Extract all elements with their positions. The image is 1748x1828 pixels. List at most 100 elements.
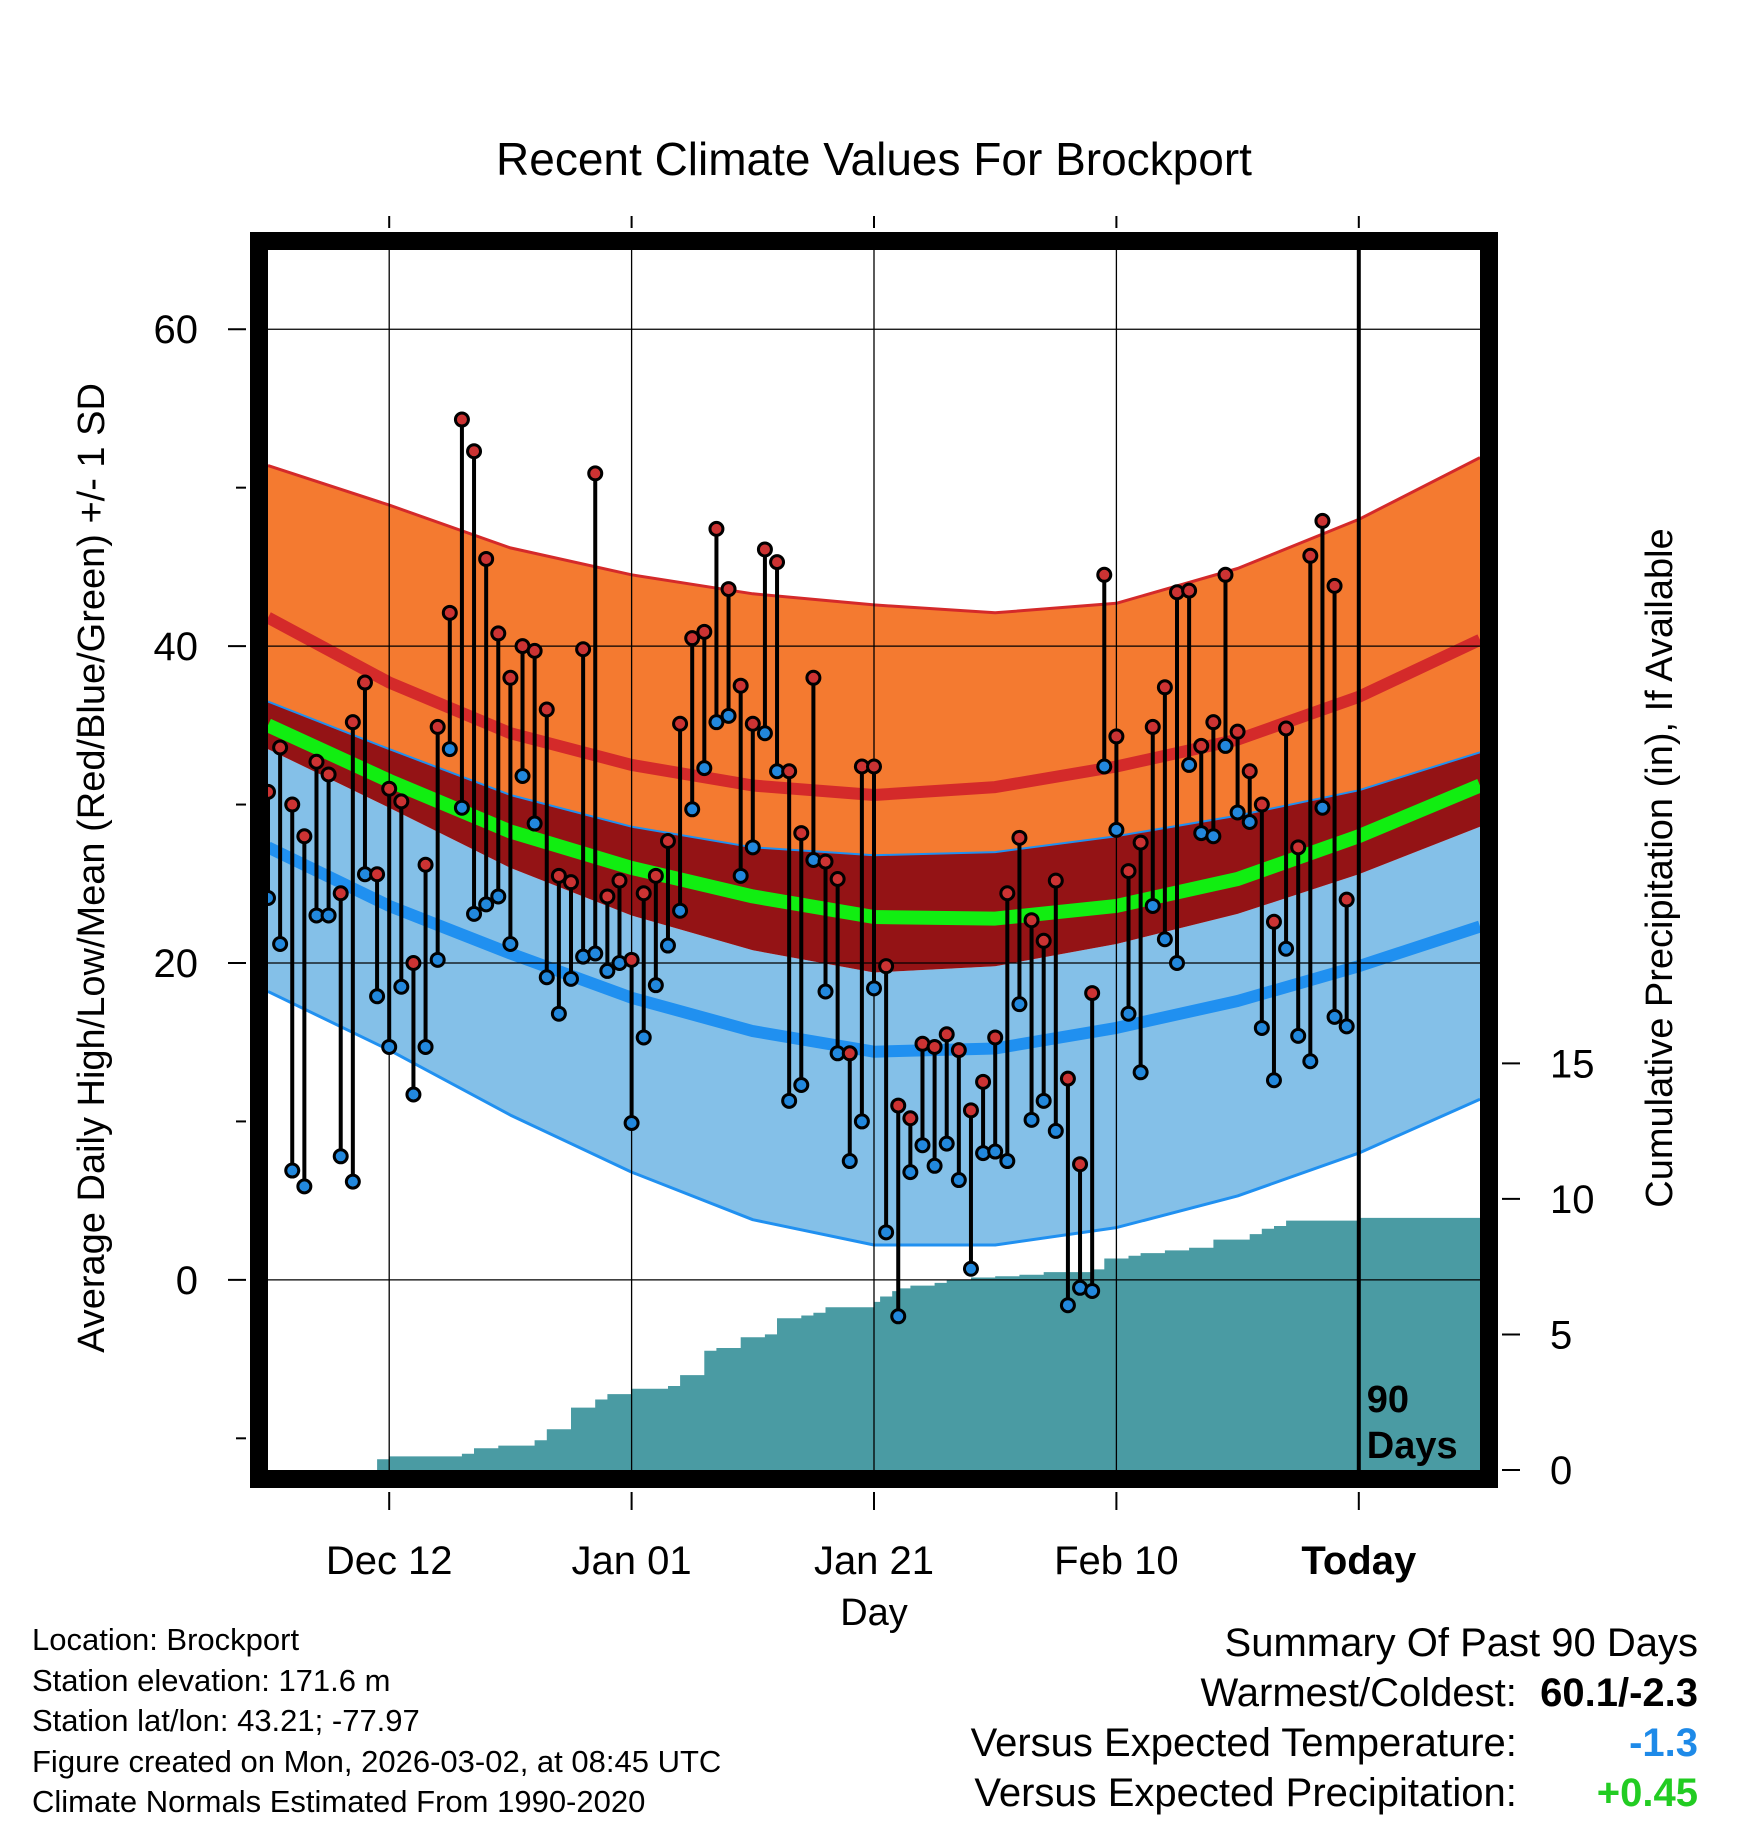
daily-high-point — [1059, 1070, 1076, 1087]
daily-high-point — [938, 1026, 955, 1043]
daily-low-point — [1084, 1282, 1101, 1299]
daily-high-point — [1120, 863, 1137, 880]
daily-high-point — [1193, 737, 1210, 754]
daily-high-point — [805, 669, 822, 686]
daily-high-point — [272, 739, 289, 756]
daily-high-point — [708, 520, 725, 537]
precip-label: Versus Expected Precipitation: — [974, 1771, 1517, 1815]
daily-low-point — [684, 801, 701, 818]
daily-high-point — [1156, 679, 1173, 696]
station-info: Location: Brockport Station elevation: 1… — [32, 1620, 721, 1823]
daily-low-point — [1120, 1005, 1137, 1022]
daily-low-point — [296, 1178, 313, 1195]
y2-tick-label: 5 — [1550, 1313, 1572, 1357]
daily-high-point — [526, 642, 543, 659]
daily-high-point — [1144, 718, 1161, 735]
daily-low-point — [781, 1092, 798, 1109]
daily-high-point — [429, 718, 446, 735]
daily-high-point — [1084, 985, 1101, 1002]
daily-high-point — [1290, 839, 1307, 856]
location-text: Location: Brockport — [32, 1622, 300, 1657]
daily-high-point — [332, 885, 349, 902]
daily-high-point — [1047, 872, 1064, 889]
daily-high-point — [268, 783, 276, 800]
precip-value: +0.45 — [1596, 1771, 1698, 1815]
daily-high-point — [841, 1045, 858, 1062]
x-tick-label: Jan 01 — [572, 1539, 692, 1583]
today-label-line: Days — [1367, 1425, 1458, 1467]
daily-high-point — [769, 554, 786, 571]
daily-low-point — [1011, 996, 1028, 1013]
y-tick-label: 0 — [176, 1259, 198, 1303]
daily-high-point — [878, 958, 895, 975]
daily-low-point — [962, 1260, 979, 1277]
daily-high-point — [308, 753, 325, 770]
daily-low-point — [1338, 1018, 1355, 1035]
daily-low-point — [1156, 931, 1173, 948]
daily-high-point — [999, 885, 1016, 902]
daily-low-point — [490, 888, 507, 905]
daily-high-point — [320, 766, 337, 783]
y-tick-label: 40 — [154, 625, 199, 669]
daily-high-point — [405, 954, 422, 971]
daily-low-point — [744, 839, 761, 856]
daily-high-point — [781, 763, 798, 780]
daily-low-point — [720, 707, 737, 724]
daily-high-point — [381, 780, 398, 797]
daily-high-point — [720, 581, 737, 598]
daily-low-point — [466, 905, 483, 922]
daily-low-point — [332, 1148, 349, 1165]
daily-low-point — [514, 768, 531, 785]
daily-low-point — [1253, 1019, 1270, 1036]
daily-high-point — [659, 832, 676, 849]
daily-low-point — [902, 1164, 919, 1181]
daily-low-point — [284, 1162, 301, 1179]
summary-heading: Summary Of Past 90 Days — [1224, 1621, 1698, 1665]
y-tick-label: 60 — [154, 308, 199, 352]
daily-low-point — [1132, 1064, 1149, 1081]
daily-high-point — [284, 796, 301, 813]
daily-high-point — [1302, 547, 1319, 564]
daily-high-point — [1205, 714, 1222, 731]
y-tick-label: 20 — [154, 942, 199, 986]
summary-warmest-row: Warmest/Coldest: 60.1/-2.3 — [971, 1668, 1699, 1718]
daily-high-point — [890, 1097, 907, 1114]
daily-high-point — [926, 1038, 943, 1055]
daily-low-point — [417, 1038, 434, 1055]
daily-low-point — [381, 1038, 398, 1055]
daily-low-point — [635, 1029, 652, 1046]
daily-high-point — [635, 885, 652, 902]
daily-low-point — [268, 890, 276, 907]
warmest-label: Warmest/Coldest: — [1200, 1671, 1517, 1715]
daily-high-point — [550, 867, 567, 884]
daily-low-point — [914, 1137, 931, 1154]
daily-range-stems — [268, 419, 1349, 1317]
daily-high-point — [1181, 582, 1198, 599]
daily-low-point — [756, 725, 773, 742]
daily-high-point — [1072, 1156, 1089, 1173]
daily-high-point — [490, 625, 507, 642]
daily-high-point — [684, 630, 701, 647]
daily-high-point — [1265, 913, 1282, 930]
today-label-line: 90 — [1367, 1379, 1409, 1421]
daily-high-point — [344, 714, 361, 731]
daily-dots — [268, 411, 1355, 1325]
daily-high-point — [696, 623, 713, 640]
daily-high-point — [962, 1102, 979, 1119]
plot-frame — [250, 232, 1498, 1488]
daily-low-point — [878, 1224, 895, 1241]
x-tick-label: Jan 21 — [814, 1539, 934, 1583]
daily-high-point — [975, 1073, 992, 1090]
daily-high-point — [453, 411, 470, 428]
daily-high-point — [756, 541, 773, 558]
daily-low-point — [538, 969, 555, 986]
daily-low-point — [453, 799, 470, 816]
daily-low-point — [647, 977, 664, 994]
daily-high-point — [356, 674, 373, 691]
daily-high-point — [1241, 763, 1258, 780]
daily-high-point — [441, 604, 458, 621]
daily-low-point — [672, 902, 689, 919]
y2-tick-label: 10 — [1550, 1178, 1595, 1222]
